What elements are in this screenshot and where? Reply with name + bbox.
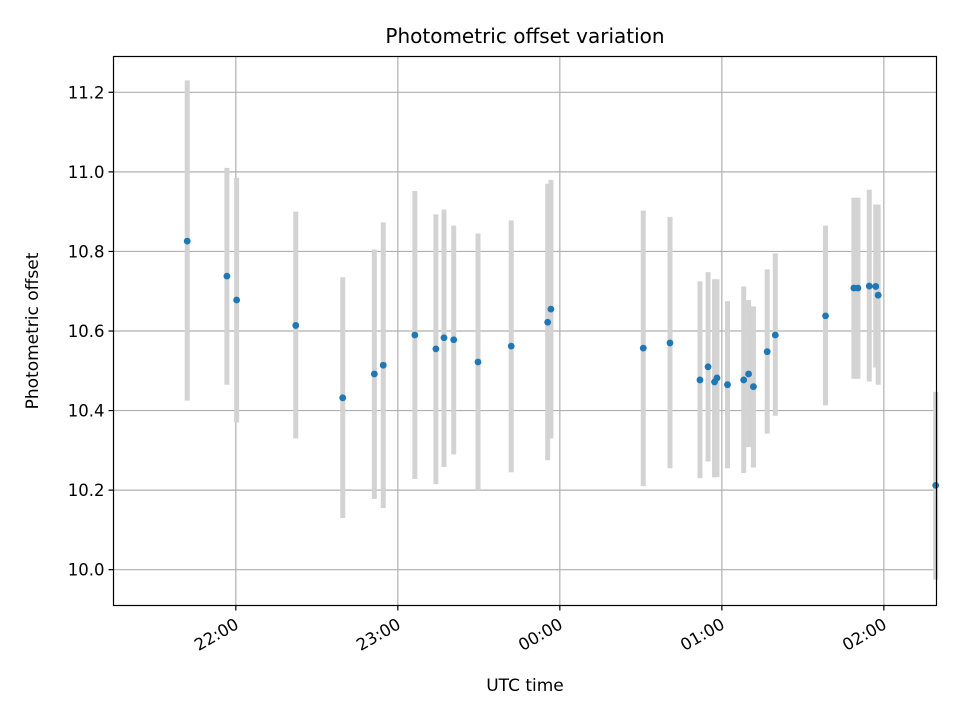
data-point <box>696 376 704 384</box>
data-point <box>704 363 712 371</box>
y-axis-title: Photometric offset <box>23 252 43 409</box>
data-point <box>292 322 300 329</box>
data-point <box>450 336 458 344</box>
x-tick-label: 01:00 <box>677 615 728 655</box>
chart-title: Photometric offset variation <box>385 24 664 48</box>
data-point <box>872 283 880 290</box>
data-point <box>370 370 378 378</box>
data-point <box>666 339 674 347</box>
data-point <box>223 272 231 280</box>
y-tick-label: 10.2 <box>68 481 105 500</box>
data-point <box>932 481 940 489</box>
data-point <box>544 318 552 326</box>
data-point <box>745 370 752 378</box>
data-point <box>432 345 440 353</box>
y-axis: 10.0 10.2 10.4 10.6 10.8 11.0 11.2 <box>68 83 114 580</box>
data-point <box>183 237 191 245</box>
y-tick-label: 11.2 <box>68 83 105 102</box>
y-tick-label: 10.0 <box>68 561 105 580</box>
data-point <box>547 305 555 313</box>
x-tick-label: 02:00 <box>839 615 890 655</box>
data-point <box>771 331 779 339</box>
data-point <box>750 383 757 391</box>
y-gridlines <box>113 91 937 571</box>
data-point <box>865 282 873 290</box>
data-point <box>763 348 771 356</box>
data-points <box>183 237 940 489</box>
data-point <box>639 344 647 352</box>
x-tick-label: 23:00 <box>353 615 404 655</box>
x-tick-label: 22:00 <box>191 615 242 655</box>
data-point <box>740 376 748 384</box>
data-point <box>724 381 731 389</box>
x-tick-label: 00:00 <box>515 615 566 655</box>
data-point <box>713 374 721 382</box>
data-point <box>874 291 882 299</box>
data-point <box>440 334 448 342</box>
data-point <box>474 358 482 366</box>
data-point <box>854 284 862 292</box>
x-axis: 22:00 23:00 00:00 01:00 02:00 <box>191 605 890 655</box>
x-axis-title: UTC time <box>486 676 564 696</box>
y-tick-label: 10.8 <box>68 242 105 261</box>
y-tick-label: 10.6 <box>68 322 105 341</box>
y-tick-label: 11.0 <box>68 163 105 182</box>
data-point <box>339 394 347 402</box>
data-point <box>822 312 829 320</box>
data-point <box>233 296 241 304</box>
y-tick-label: 10.4 <box>68 402 105 421</box>
data-point <box>411 331 419 339</box>
data-point <box>379 361 387 369</box>
data-point <box>507 342 515 350</box>
